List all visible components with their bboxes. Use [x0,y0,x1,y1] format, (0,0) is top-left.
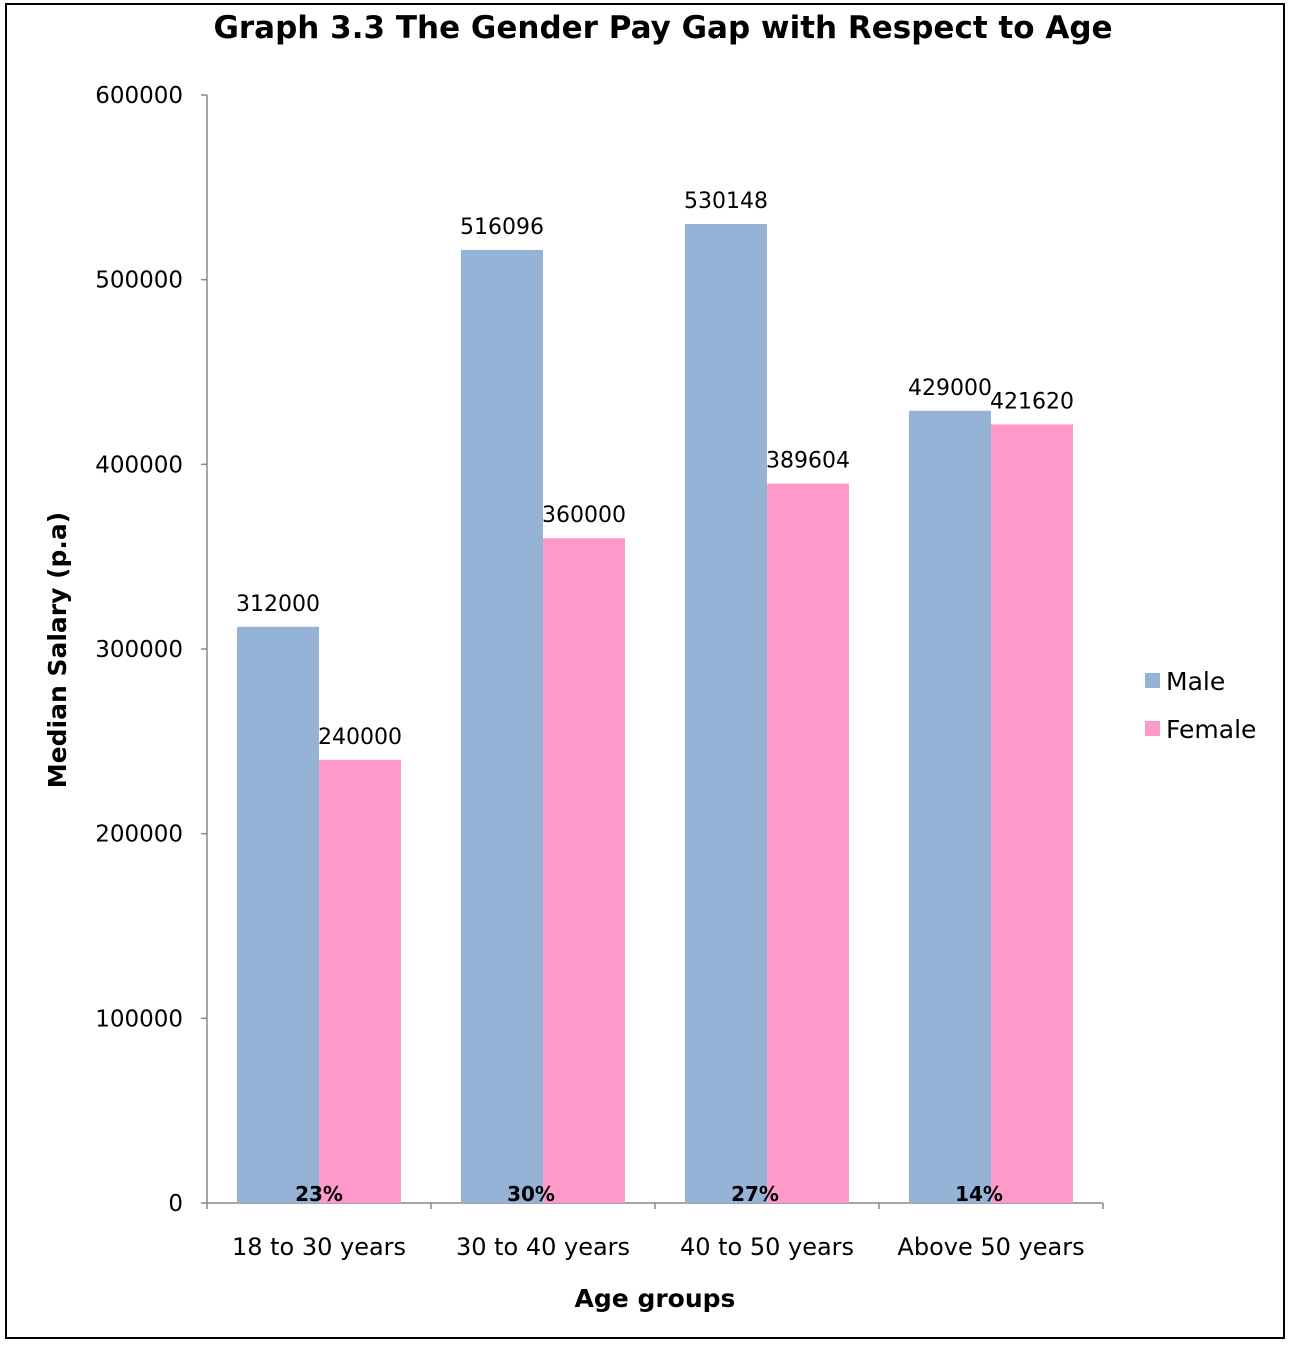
bar-male [909,410,991,1203]
data-label-female: 389604 [766,449,850,474]
pay-gap-label: 23% [295,1182,343,1206]
pay-gap-label: 30% [507,1182,555,1206]
bar-female [543,538,625,1203]
y-axis-title: Median Salary (p.a) [43,512,72,788]
x-tick-label: 40 to 50 years [680,1233,854,1261]
bar-female [991,424,1073,1203]
x-tick-label: Above 50 years [897,1233,1084,1261]
data-label-male: 530148 [684,189,768,214]
data-label-male: 312000 [236,592,320,617]
y-tick-label: 0 [168,1191,183,1217]
legend-label-female: Female [1166,715,1256,744]
bar-male [461,249,543,1203]
legend-swatch-male [1145,673,1160,688]
pay-gap-label: 14% [955,1182,1003,1206]
bar-male [237,626,319,1203]
data-label-female: 240000 [318,725,402,750]
legend-label-male: Male [1166,667,1225,696]
y-tick-label: 600000 [95,83,183,109]
x-tick-label: 18 to 30 years [232,1233,406,1261]
y-tick-label: 200000 [95,822,183,848]
y-tick-label: 500000 [95,268,183,294]
y-tick-label: 100000 [95,1006,183,1032]
data-label-female: 421620 [990,389,1074,414]
y-tick-label: 300000 [95,637,183,663]
data-label-male: 516096 [460,215,544,240]
x-tick-label: 30 to 40 years [456,1233,630,1261]
plot-area: 0 100000 200000 300000 400000 500000 600000 312… [95,83,1104,1261]
legend-swatch-female [1145,721,1160,736]
data-label-male: 429000 [908,376,992,401]
pay-gap-label: 27% [731,1182,779,1206]
x-axis-title: Age groups [575,1284,736,1313]
data-label-female: 360000 [542,503,626,528]
bar-female [319,759,401,1203]
bar-female [767,483,849,1204]
legend: Male Female [1145,667,1256,744]
chart-title: Graph 3.3 The Gender Pay Gap with Respec… [213,10,1112,46]
bar-male [685,223,767,1204]
y-tick-label: 400000 [95,452,183,478]
